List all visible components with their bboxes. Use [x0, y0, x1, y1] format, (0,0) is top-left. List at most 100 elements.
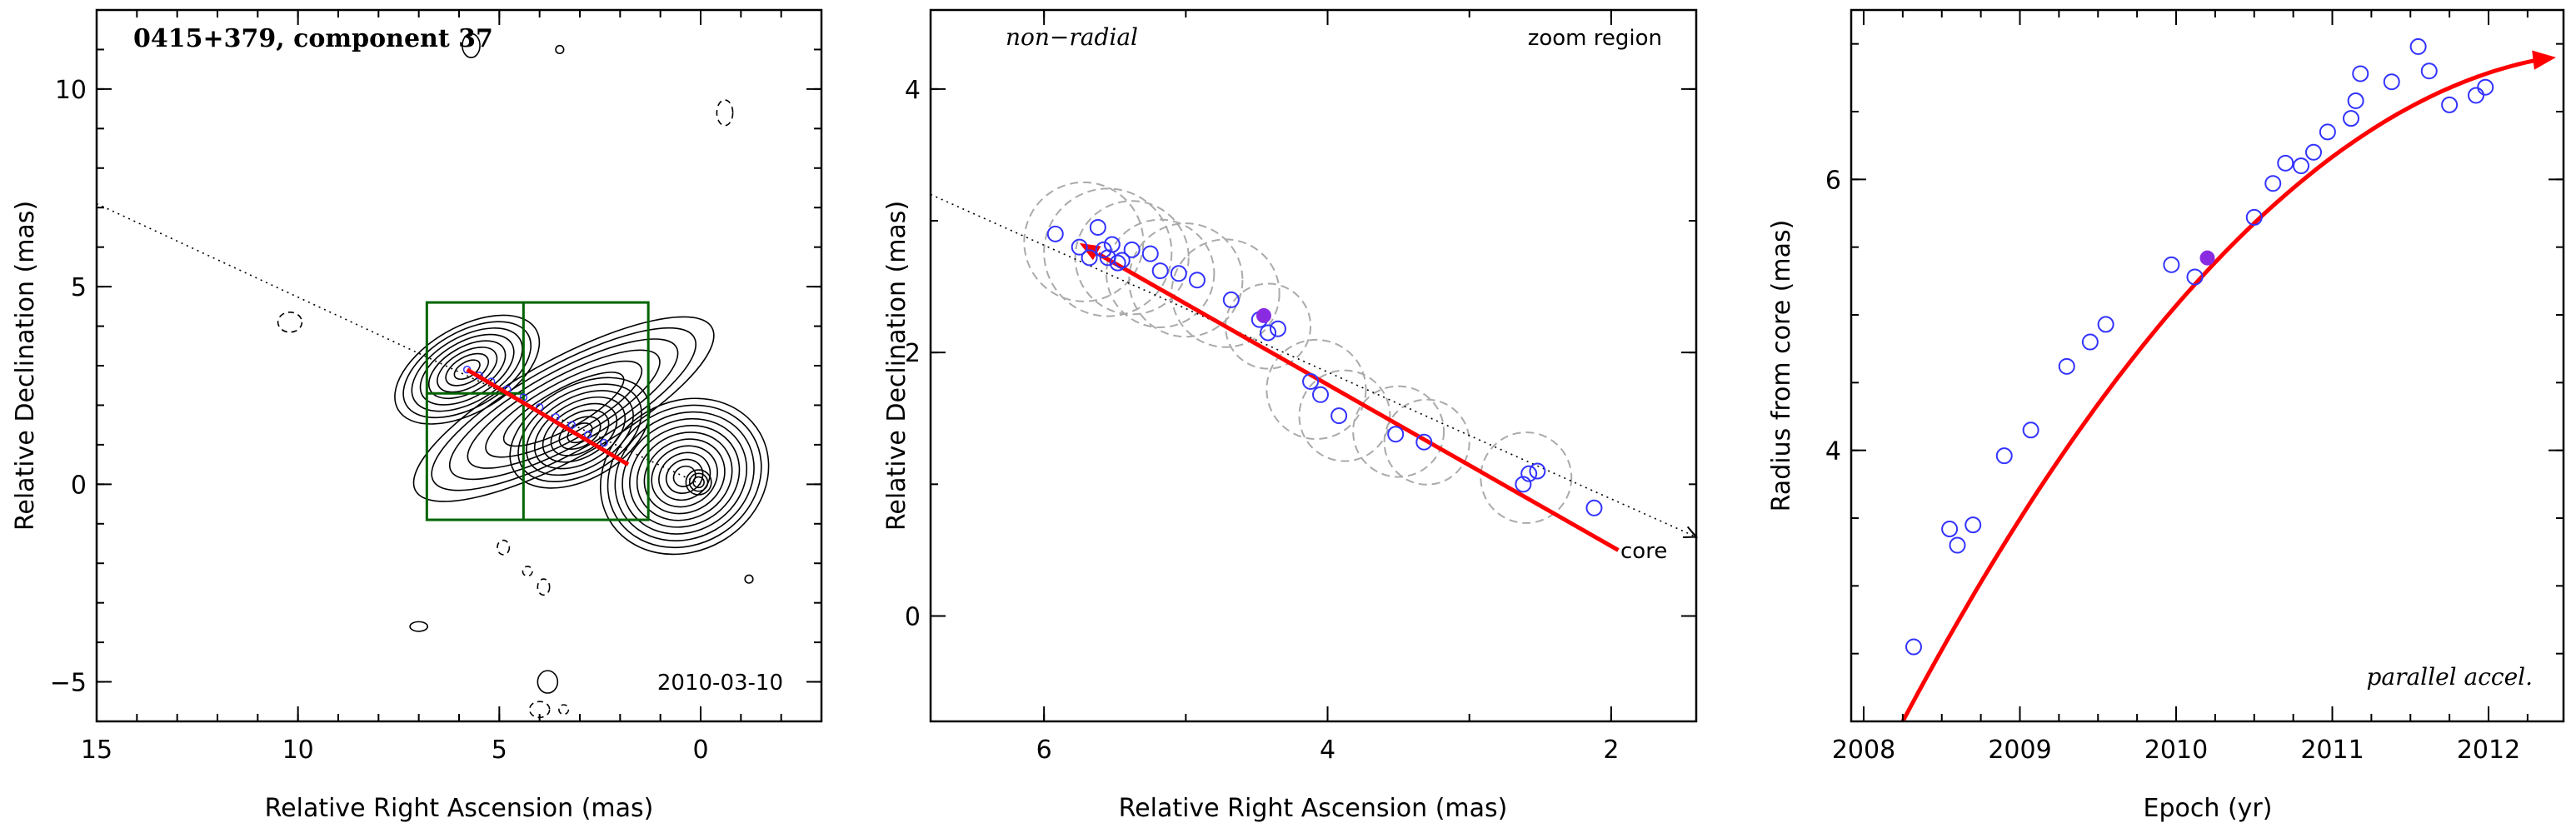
- contour: [629, 425, 741, 528]
- data-point: [1387, 426, 1405, 443]
- contour: [558, 416, 602, 450]
- axis-ticks: 6 4 2 0 2 4: [905, 10, 1696, 765]
- contour: [431, 327, 697, 491]
- x-tick-label: 10: [282, 736, 314, 765]
- contour: [453, 359, 481, 381]
- data-point: [1170, 265, 1187, 282]
- error-circle: [1128, 222, 1244, 338]
- y-axis-label: Radius from core (mas): [1767, 220, 1796, 512]
- y-tick-label: 4: [905, 76, 921, 105]
- contour: [550, 409, 610, 456]
- noise-contour: [555, 44, 565, 55]
- error-circle: [1298, 369, 1391, 462]
- data-point: [1103, 236, 1121, 253]
- data-point: [1949, 536, 1966, 554]
- noise-contour: [537, 578, 551, 596]
- x-tick-label: 2010: [2144, 736, 2208, 765]
- contour: [622, 417, 748, 535]
- error-circle: [1480, 431, 1573, 524]
- data-point: [1964, 516, 1982, 534]
- data-point: [1529, 462, 1546, 480]
- position-points: [1046, 218, 1603, 516]
- data-point: [1095, 241, 1112, 258]
- contour: [509, 377, 651, 489]
- contour: [526, 390, 634, 476]
- x-axis-label: Relative Right Ascension (mas): [1119, 794, 1508, 823]
- data-point: [2186, 268, 2204, 286]
- data-point: [1081, 249, 1098, 267]
- y-axis-label: Relative Declination (mas): [11, 201, 40, 531]
- data-point: [2305, 143, 2322, 161]
- data-point: [1585, 499, 1603, 516]
- data-point: [1151, 262, 1169, 280]
- data-point: [2163, 256, 2180, 273]
- data-point: [2468, 87, 2484, 104]
- data-point: [1515, 476, 1532, 493]
- data-point: [2343, 110, 2359, 127]
- y-tick-label: 10: [55, 76, 87, 105]
- radius-points: [1905, 37, 2494, 656]
- error-circle: [1043, 187, 1173, 317]
- data-point: [2245, 208, 2263, 226]
- noise-contour: [497, 539, 511, 556]
- data-point: [1415, 433, 1433, 451]
- x-tick-label: 2009: [1988, 736, 2051, 765]
- y-tick-label: 0: [905, 602, 921, 631]
- data-point: [2477, 78, 2494, 96]
- data-point: [583, 431, 592, 439]
- data-point: [1330, 407, 1348, 425]
- data-point: [1222, 291, 1240, 308]
- model-track: [1097, 252, 1620, 552]
- y-axis-label: Relative Declination (mas): [882, 201, 911, 531]
- data-point: [600, 438, 608, 447]
- y-tick-label: 4: [1825, 437, 1841, 466]
- panel-zoom-region: 6 4 2 0 2 4 non−radial zoom region core Relat…: [882, 8, 1699, 823]
- error-circle: [1352, 385, 1445, 478]
- data-point: [567, 421, 577, 429]
- data-point: [2097, 316, 2114, 333]
- contour: [517, 383, 642, 482]
- data-point: [2383, 73, 2400, 91]
- contour: [658, 451, 711, 501]
- label-non-radial: non−radial: [1006, 23, 1138, 51]
- data-point: [2081, 333, 2099, 351]
- data-point: [2277, 154, 2294, 172]
- model-arrowhead: [2532, 50, 2556, 70]
- noise-contours: [277, 32, 754, 719]
- y-tick-label: 2: [905, 339, 921, 368]
- error-circle: [1106, 218, 1216, 328]
- y-tick-label: 6: [1825, 166, 1841, 195]
- contour: [651, 445, 718, 508]
- model-arrowhead: [1079, 242, 1101, 261]
- noise-contour: [744, 574, 754, 584]
- contour: [437, 347, 498, 393]
- contour: [485, 360, 643, 458]
- contour: [665, 458, 704, 494]
- noise-contour: [558, 704, 570, 716]
- data-point: [2420, 62, 2438, 80]
- date-label: 2010-03-10: [657, 671, 783, 696]
- noise-contour: [716, 99, 734, 127]
- highlight-point: [1256, 307, 1271, 323]
- x-tick-label: 2008: [1832, 736, 1895, 765]
- data-point: [1312, 386, 1330, 403]
- zoom-box-outline: [425, 301, 650, 521]
- data-point: [1905, 638, 1922, 656]
- label-zoom-region: zoom region: [1528, 26, 1662, 51]
- data-point: [1188, 272, 1206, 289]
- direction-line: [930, 193, 1697, 538]
- data-point: [2347, 92, 2364, 109]
- data-point: [1995, 447, 2013, 465]
- data-point: [1941, 521, 1959, 538]
- contour: [542, 402, 618, 463]
- x-tick-label: 4: [1320, 736, 1335, 765]
- data-point: [2319, 123, 2336, 141]
- noise-contour: [277, 312, 303, 333]
- x-tick-label: 0: [692, 736, 708, 765]
- data-point: [2441, 96, 2459, 113]
- error-circles: [1023, 181, 1573, 524]
- plot-frame: [1850, 8, 2565, 723]
- x-tick-label: 2011: [2300, 736, 2364, 765]
- contour: [445, 352, 489, 387]
